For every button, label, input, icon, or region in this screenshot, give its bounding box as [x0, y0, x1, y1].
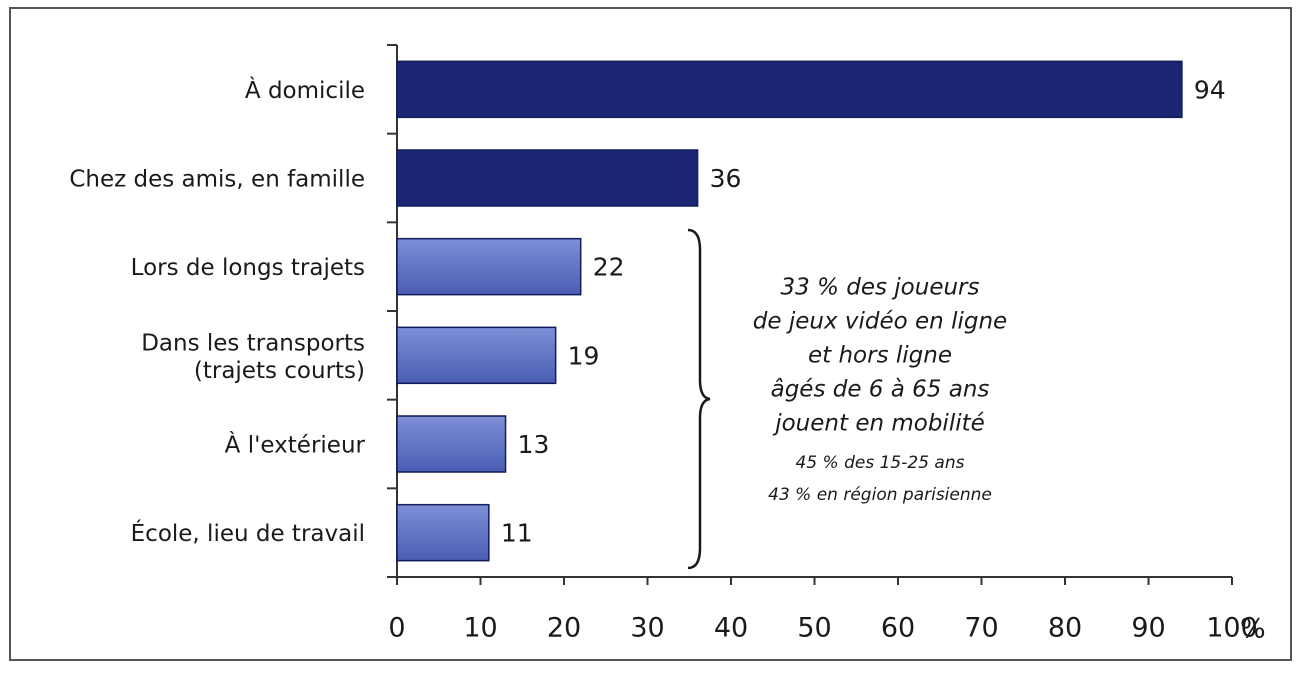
- annotation-line: jouent en mobilité: [772, 411, 985, 437]
- x-tick-label: 70: [964, 613, 998, 644]
- brace: [687, 228, 711, 570]
- bar: [396, 503, 490, 562]
- value-label: 94: [1194, 75, 1226, 104]
- category-label: Dans les transports (trajets courts): [141, 330, 365, 384]
- category-label: À domicile: [245, 76, 365, 104]
- annotation-note: 43 % en région parisienne: [768, 485, 992, 505]
- annotation-line: de jeux vidéo en ligne: [753, 309, 1007, 335]
- category-label: Chez des amis, en famille: [69, 167, 365, 193]
- value-label: 19: [568, 341, 600, 370]
- value-label: 36: [710, 164, 742, 193]
- frame: [9, 7, 1292, 661]
- bar: [396, 415, 507, 473]
- bar: [396, 60, 1183, 119]
- value-label: 13: [518, 430, 550, 459]
- x-tick-label: 40: [714, 613, 748, 644]
- value-label: 22: [593, 253, 625, 282]
- category-label: À l'extérieur: [225, 431, 366, 459]
- x-tick-label: 80: [1048, 613, 1082, 644]
- x-tick-label: 60: [881, 613, 915, 644]
- x-tick-label: 20: [547, 613, 581, 644]
- value-label: 11: [501, 519, 533, 548]
- bar: [396, 149, 699, 207]
- x-tick-label: 50: [797, 613, 831, 644]
- category-label: École, lieu de travail: [131, 519, 365, 547]
- annotation-line: âgés de 6 à 65 ans: [771, 377, 990, 403]
- x-tick-label: 100: [1206, 613, 1258, 644]
- x-unit: %: [1240, 614, 1266, 645]
- x-tick-label: 0: [388, 613, 405, 644]
- category-label: Lors de longs trajets: [131, 255, 365, 281]
- annotation-note: 45 % des 15-25 ans: [796, 453, 965, 473]
- x-tick-label: 90: [1131, 613, 1165, 644]
- x-tick-label: 10: [463, 613, 497, 644]
- bar: [396, 237, 582, 296]
- annotation-line: 33 % des joueurs: [781, 275, 980, 301]
- annotation-line: et hors ligne: [808, 343, 952, 369]
- x-tick-label: 30: [630, 613, 664, 644]
- bar: [396, 326, 557, 385]
